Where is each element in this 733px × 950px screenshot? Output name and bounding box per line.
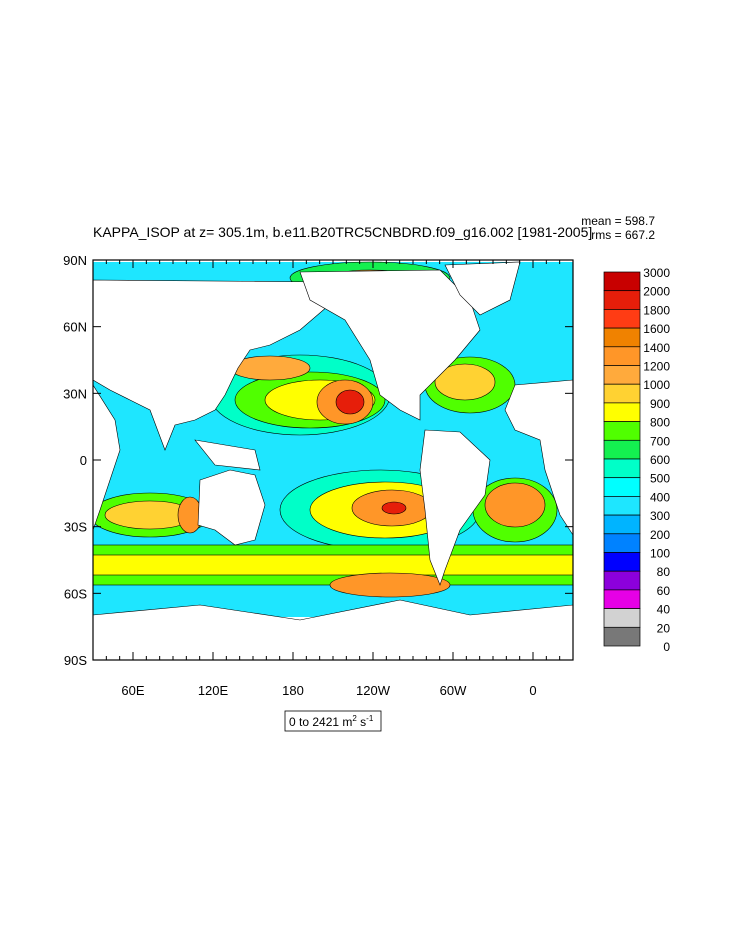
colorbar-swatch (603, 608, 641, 628)
y-tick-label: 60N (63, 320, 87, 335)
colorbar-swatch (603, 383, 641, 404)
colorbar-label: 600 (650, 453, 670, 467)
colorbar-swatch (603, 514, 641, 535)
colorbar-swatch (603, 458, 641, 479)
x-tick-label: 120E (198, 683, 229, 698)
colorbar-label: 500 (650, 472, 670, 486)
y-tick-label: 90N (63, 253, 87, 268)
y-tick-label: 60S (64, 586, 87, 601)
colorbar-label: 1200 (643, 360, 670, 374)
colorbar-label: 1000 (643, 378, 670, 392)
plot-area (93, 260, 573, 660)
contour-fills (93, 261, 573, 598)
range-label: 0 to 2421 m2 s-1 (289, 714, 374, 729)
x-tick-label: 0 (529, 683, 536, 698)
colorbar-swatch (603, 496, 641, 516)
colorbar-swatch (603, 570, 641, 591)
land-greenland (444, 261, 521, 316)
colorbar-label: 1600 (643, 322, 670, 336)
colorbar-label: 20 (657, 621, 671, 635)
colorbar-label: 1400 (643, 341, 670, 355)
land-mask (93, 261, 573, 660)
x-tick-label: 120W (356, 683, 391, 698)
colorbar-label: 400 (650, 490, 670, 504)
colorbar-swatch (603, 533, 641, 553)
land-eurasia (93, 279, 336, 451)
colorbar-swatch (603, 626, 641, 647)
land-australia (197, 469, 266, 546)
colorbar-swatch (603, 421, 641, 441)
mean-label: mean = 598.7 (581, 214, 655, 228)
colorbar-label: 1800 (643, 303, 670, 317)
colorbar-swatch (603, 402, 641, 422)
colorbar-label: 40 (657, 603, 671, 617)
x-tick-label: 60E (121, 683, 144, 698)
colorbar-swatch (603, 365, 641, 385)
colorbar-swatch (603, 271, 641, 292)
colorbar-swatch (603, 290, 641, 310)
colorbar-label: 800 (650, 416, 670, 430)
colorbar-label: 900 (650, 397, 670, 411)
y-tick-label: 90S (64, 653, 87, 668)
land-africa-east (93, 384, 121, 531)
land-indonesia (194, 439, 261, 471)
colorbar-label: 300 (650, 509, 670, 523)
x-tick-label: 180 (282, 683, 304, 698)
colorbar: 3000200018001600140012001000900800700600… (603, 266, 671, 654)
colorbar-swatch (603, 346, 641, 366)
colorbar-swatch (603, 327, 641, 348)
land-africa-west (504, 379, 573, 536)
colorbar-label: 80 (657, 565, 671, 579)
range-box (284, 710, 382, 732)
colorbar-label: 2000 (643, 285, 670, 299)
rms-label: rms = 667.2 (591, 228, 655, 242)
colorbar-label: 100 (650, 547, 670, 561)
y-tick-label: 0 (80, 453, 87, 468)
axes: 90N 60N 30N 0 30S 60S 90S 60E 120E 180 120W 60W 0 (63, 253, 573, 698)
colorbar-label: 60 (657, 584, 671, 598)
land-south-america (419, 429, 491, 586)
colorbar-swatch (603, 552, 641, 572)
y-tick-label: 30N (63, 386, 87, 401)
x-tick-label: 60W (440, 683, 467, 698)
colorbar-label: 3000 (643, 266, 670, 280)
colorbar-label: 0 (663, 640, 670, 654)
colorbar-swatch (603, 477, 641, 497)
land-antarctica (93, 599, 573, 660)
colorbar-swatch (603, 589, 641, 609)
colorbar-swatch (603, 309, 641, 329)
colorbar-label: 200 (650, 528, 670, 542)
colorbar-swatch (603, 439, 641, 460)
map-title: KAPPA_ISOP at z= 305.1m, b.e11.B20TRC5CN… (93, 224, 592, 240)
y-tick-label: 30S (64, 520, 87, 535)
colorbar-label: 700 (650, 434, 670, 448)
